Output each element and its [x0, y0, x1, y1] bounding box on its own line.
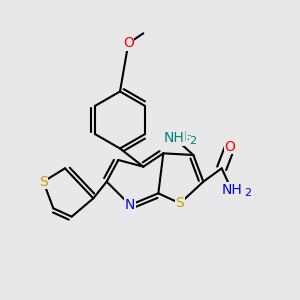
Text: S: S	[176, 196, 184, 210]
Text: O: O	[225, 140, 236, 154]
Text: NH: NH	[163, 131, 184, 146]
Text: N: N	[125, 198, 135, 212]
Text: 2: 2	[190, 136, 197, 146]
Text: NH: NH	[221, 183, 242, 197]
Text: ₂: ₂	[186, 130, 191, 143]
Text: S: S	[39, 175, 48, 189]
Text: O: O	[123, 36, 134, 50]
Text: 2: 2	[244, 188, 252, 198]
Text: NH: NH	[166, 130, 187, 144]
